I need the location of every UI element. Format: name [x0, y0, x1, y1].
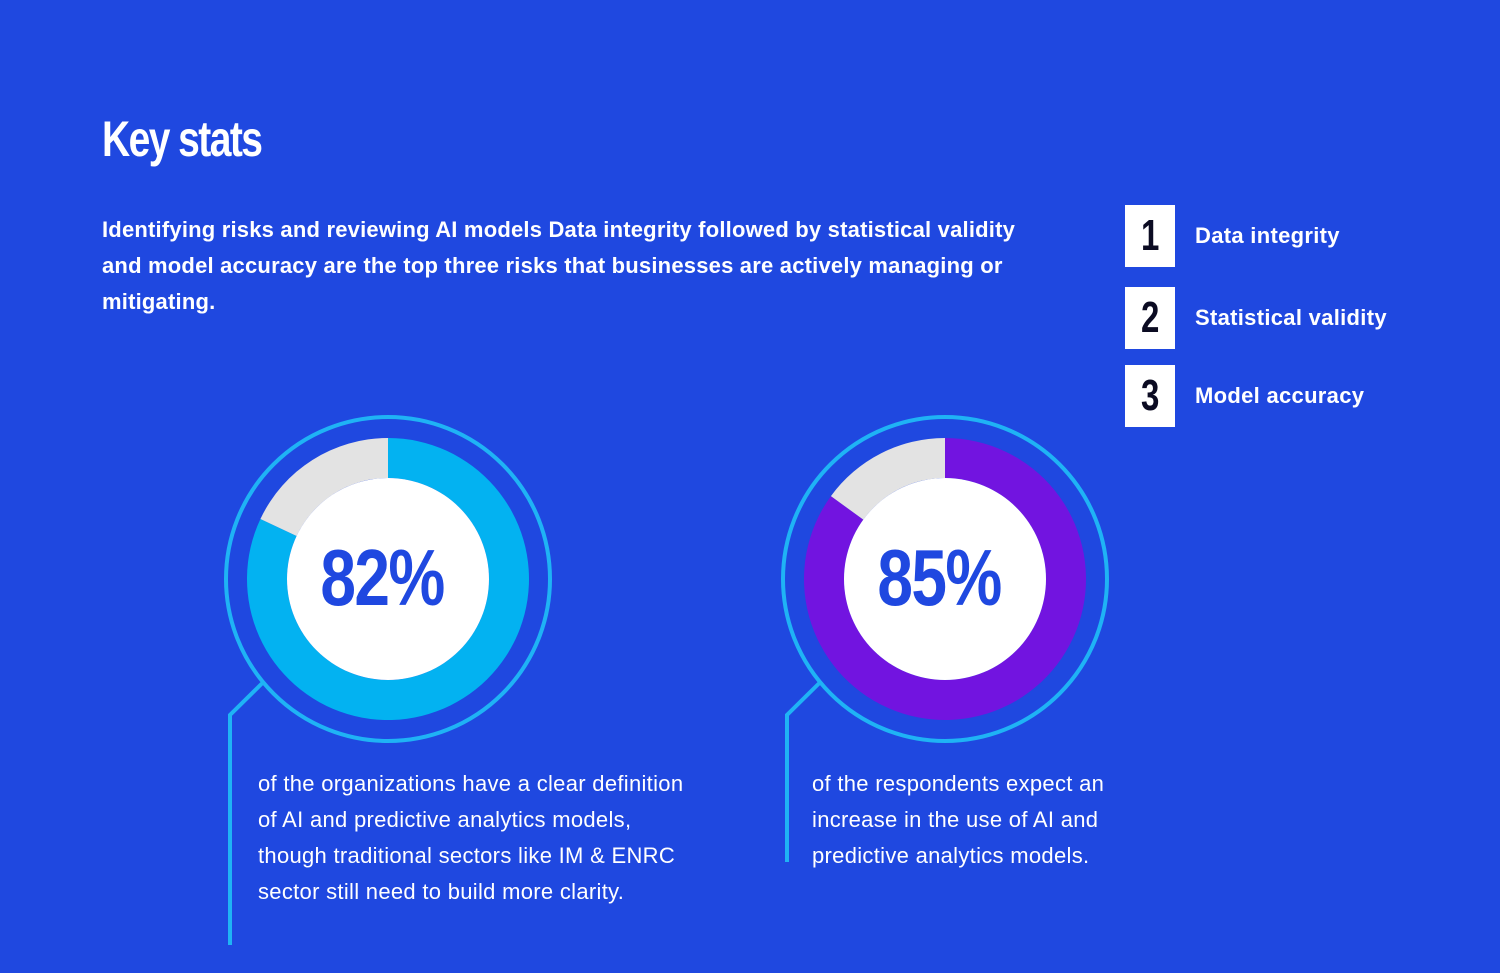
risk-item-2: 2 Statistical validity	[1125, 287, 1387, 349]
intro-text: Identifying risks and reviewing AI model…	[102, 217, 1016, 314]
stat-description-1: of the organizations have a clear defini…	[258, 771, 684, 904]
risk-rank-badge: 1	[1125, 205, 1175, 267]
risk-rank-badge: 3	[1125, 365, 1175, 427]
donut-center	[287, 478, 489, 680]
donut-value-label: 85%	[877, 533, 1001, 622]
page-title: Key stats	[102, 111, 263, 167]
risk-rank-badge: 2	[1125, 287, 1175, 349]
risk-label: Data integrity	[1195, 223, 1340, 248]
donut-value-label: 82%	[320, 533, 444, 622]
risk-label: Model accuracy	[1195, 383, 1365, 408]
stat-description-2: of the respondents expect an increase in…	[812, 771, 1105, 868]
leader-line	[785, 680, 822, 862]
donut-slice-remainder	[260, 438, 388, 536]
risk-item-3: 3 Model accuracy	[1125, 365, 1364, 427]
donut-outline-ring	[781, 415, 1109, 743]
leader-line	[228, 680, 265, 945]
donut-center	[844, 478, 1046, 680]
donut-outline-ring	[224, 415, 552, 743]
risk-item-1: 1 Data integrity	[1125, 205, 1340, 267]
risk-label: Statistical validity	[1195, 305, 1387, 330]
donut-slice-remainder	[830, 438, 945, 520]
